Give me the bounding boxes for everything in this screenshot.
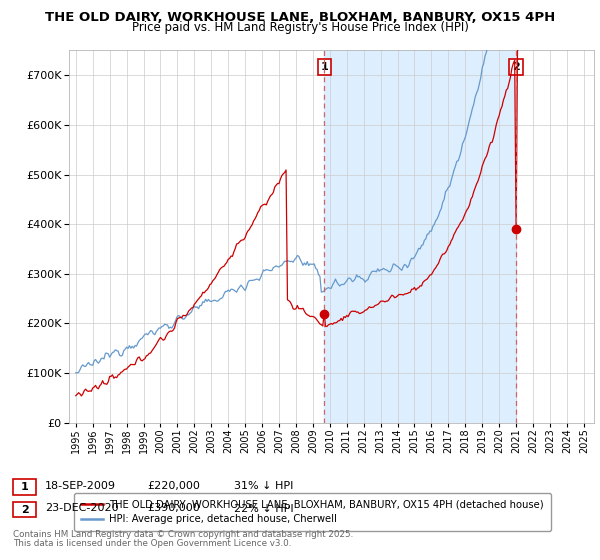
Text: 1: 1 [21, 482, 28, 492]
Text: 2: 2 [21, 505, 28, 515]
Text: 1: 1 [320, 62, 328, 72]
Legend: THE OLD DAIRY, WORKHOUSE LANE, BLOXHAM, BANBURY, OX15 4PH (detached house), HPI:: THE OLD DAIRY, WORKHOUSE LANE, BLOXHAM, … [74, 493, 551, 531]
Text: 2: 2 [512, 62, 520, 72]
Text: 18-SEP-2009: 18-SEP-2009 [45, 481, 116, 491]
Text: Price paid vs. HM Land Registry's House Price Index (HPI): Price paid vs. HM Land Registry's House … [131, 21, 469, 34]
Text: £220,000: £220,000 [147, 481, 200, 491]
Text: 23-DEC-2020: 23-DEC-2020 [45, 503, 119, 514]
Text: 22% ↓ HPI: 22% ↓ HPI [234, 503, 293, 514]
Text: This data is licensed under the Open Government Licence v3.0.: This data is licensed under the Open Gov… [13, 539, 292, 548]
Bar [324, 50, 516, 423]
Text: 31% ↓ HPI: 31% ↓ HPI [234, 481, 293, 491]
Text: THE OLD DAIRY, WORKHOUSE LANE, BLOXHAM, BANBURY, OX15 4PH: THE OLD DAIRY, WORKHOUSE LANE, BLOXHAM, … [45, 11, 555, 24]
Text: £390,000: £390,000 [147, 503, 200, 514]
Text: Contains HM Land Registry data © Crown copyright and database right 2025.: Contains HM Land Registry data © Crown c… [13, 530, 353, 539]
